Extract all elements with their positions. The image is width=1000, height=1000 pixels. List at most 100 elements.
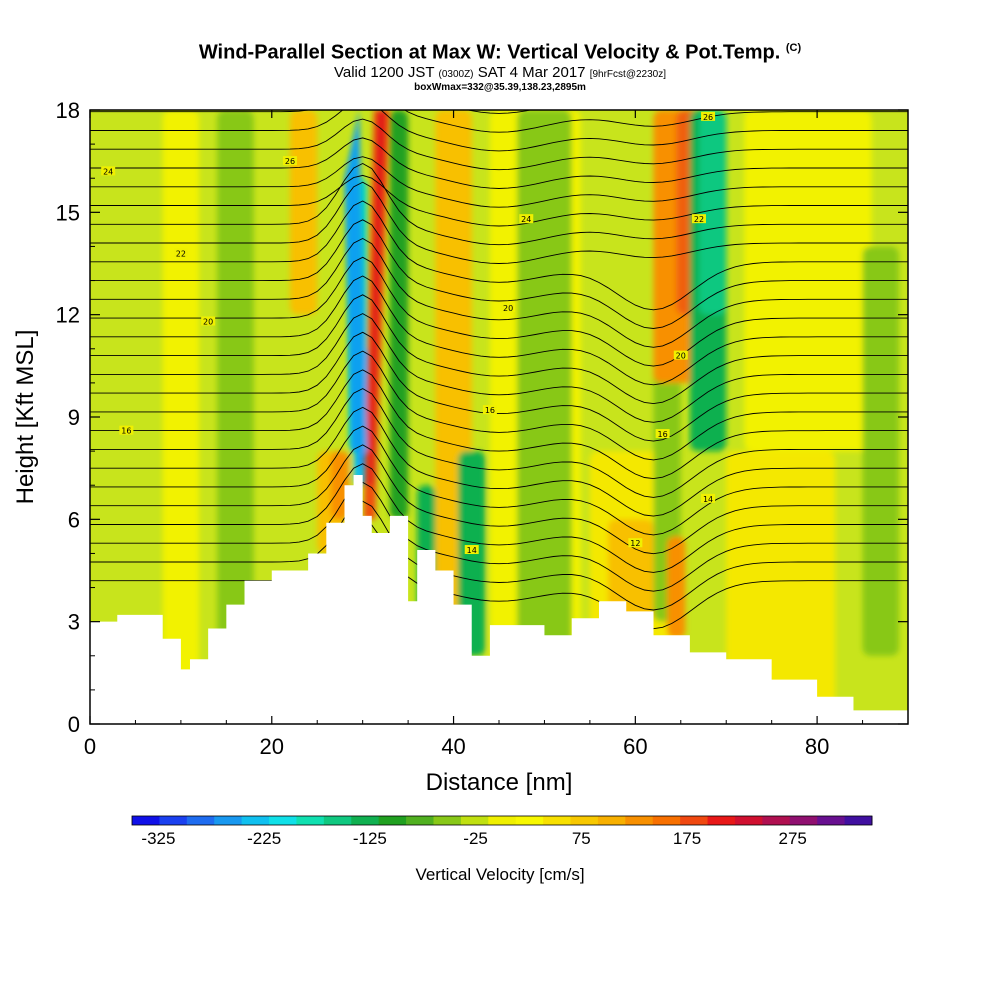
colorbar-swatch xyxy=(817,816,846,825)
box-info: boxWmax=332@35.39,138.23,2895m xyxy=(414,81,586,93)
contour-label: 14 xyxy=(464,545,479,555)
colorbar-tick-label: 275 xyxy=(779,829,807,848)
contour-label-text: 20 xyxy=(503,304,513,313)
colorbar-tick-label: -225 xyxy=(247,829,281,848)
contour-label: 20 xyxy=(201,316,216,326)
colorbar-title: Vertical Velocity [cm/s] xyxy=(415,865,584,884)
theta-contour xyxy=(90,162,908,246)
colorbar-swatch xyxy=(132,816,160,825)
theta-contour xyxy=(90,481,908,592)
theta-contours: 24 22 20 16 26 24 20 16 14 12 14 16 20 22 26 xyxy=(90,110,908,630)
colorbar-swatch xyxy=(214,816,243,825)
contour-label: 20 xyxy=(673,350,688,361)
theta-contour xyxy=(90,294,908,405)
theta-contour xyxy=(90,181,908,264)
contour-label-text: 26 xyxy=(285,157,295,166)
y-tick-label: 15 xyxy=(56,200,80,225)
theta-contour xyxy=(90,406,908,517)
colorbar-swatch xyxy=(460,816,489,825)
contour-label-text: 22 xyxy=(176,249,186,258)
contour-label: 24 xyxy=(519,214,534,224)
theta-contour xyxy=(90,500,908,611)
theta-contour xyxy=(90,174,908,227)
velocity-patch xyxy=(667,536,686,639)
colorbar-swatch xyxy=(159,816,188,825)
theta-contour xyxy=(90,219,908,329)
theta-contour xyxy=(90,237,908,348)
contour-label: 26 xyxy=(701,111,716,122)
velocity-patch xyxy=(289,110,318,315)
colorbar-tick-label: -125 xyxy=(353,829,387,848)
colorbar-swatch xyxy=(488,816,517,825)
colorbar-swatch xyxy=(789,816,818,825)
theta-contour xyxy=(90,110,908,152)
colorbar-swatch xyxy=(351,816,380,825)
colorbar-frame xyxy=(131,815,873,826)
forecast-info: [9hrFcst@2230z] xyxy=(589,68,666,80)
theta-contour xyxy=(90,313,908,423)
y-axis-label: Height [Kft MSL] xyxy=(12,330,39,505)
colorbar-swatch xyxy=(406,816,434,825)
contour-label-text: 14 xyxy=(703,495,713,504)
colorbar-swatch xyxy=(652,816,681,825)
x-tick-label: 80 xyxy=(805,734,829,759)
theta-contour xyxy=(90,275,908,386)
colorbar-tick-label: 175 xyxy=(673,829,701,848)
colorbar-swatch xyxy=(241,816,270,825)
x-tick-label: 60 xyxy=(623,734,647,759)
colorbar-swatch xyxy=(844,816,873,825)
contour-label: 12 xyxy=(628,538,643,548)
theta-contour xyxy=(90,137,908,189)
colorbar-swatch xyxy=(515,816,544,825)
colorbar-swatch xyxy=(186,816,215,825)
chart-subtitle: Valid 1200 JST (0300Z) SAT 4 Mar 2017 [9… xyxy=(0,65,1000,82)
contour-label-text: 16 xyxy=(121,427,131,436)
theta-contour xyxy=(90,118,908,171)
contour-label-text: 22 xyxy=(694,215,704,224)
contour-label-text: 14 xyxy=(467,546,477,555)
theta-contour xyxy=(90,156,908,208)
y-tick-label: 9 xyxy=(68,405,80,430)
theta-contour xyxy=(90,444,908,555)
colorbar-swatch xyxy=(597,816,626,825)
x-tick-label: 40 xyxy=(441,734,465,759)
valid-time: Valid 1200 JST xyxy=(333,63,435,81)
colorbar-swatch xyxy=(269,816,297,825)
colorbar-swatch xyxy=(543,816,572,825)
colorbar-swatch xyxy=(625,816,654,825)
contour-label: 16 xyxy=(119,425,134,436)
colorbar-tick-label: -325 xyxy=(141,829,175,848)
contour-label-text: 16 xyxy=(658,430,668,439)
y-tick-label: 0 xyxy=(68,712,80,737)
colorbar: -325 -225 -125 -25 75 175 275 xyxy=(131,815,873,848)
colorbar-tick-label: 75 xyxy=(572,829,591,848)
colorbar-swatch xyxy=(296,816,325,825)
colorbar-swatch xyxy=(433,816,462,825)
velocity-patch xyxy=(389,110,409,520)
colorbar-swatch xyxy=(680,816,709,825)
contour-label: 14 xyxy=(701,493,716,504)
theta-contour xyxy=(90,256,908,367)
y-tick-label: 12 xyxy=(56,303,80,328)
contour-label: 26 xyxy=(282,156,297,166)
colorbar-swatch xyxy=(734,816,763,825)
contour-label: 22 xyxy=(691,214,706,224)
velocity-patch xyxy=(162,110,200,724)
y-tick-label: 6 xyxy=(68,507,80,532)
theta-contour xyxy=(90,369,908,480)
theta-contour xyxy=(90,331,908,442)
velocity-patch xyxy=(517,110,572,656)
velocity-patch xyxy=(726,451,836,724)
colorbar-tick-label: -25 xyxy=(463,829,488,848)
contour-label: 22 xyxy=(173,248,188,258)
theta-contour xyxy=(90,110,908,133)
terrain-mask xyxy=(90,474,908,724)
contour-label-text: 16 xyxy=(485,406,495,415)
copyright-mark: (C) xyxy=(785,42,802,54)
valid-date: SAT 4 Mar 2017 xyxy=(477,63,586,81)
colorbar-swatch xyxy=(707,816,736,825)
contour-label: 24 xyxy=(101,166,116,176)
chart-titles: Wind-Parallel Section at Max W: Vertical… xyxy=(0,36,1000,93)
contour-label-text: 24 xyxy=(103,167,113,176)
